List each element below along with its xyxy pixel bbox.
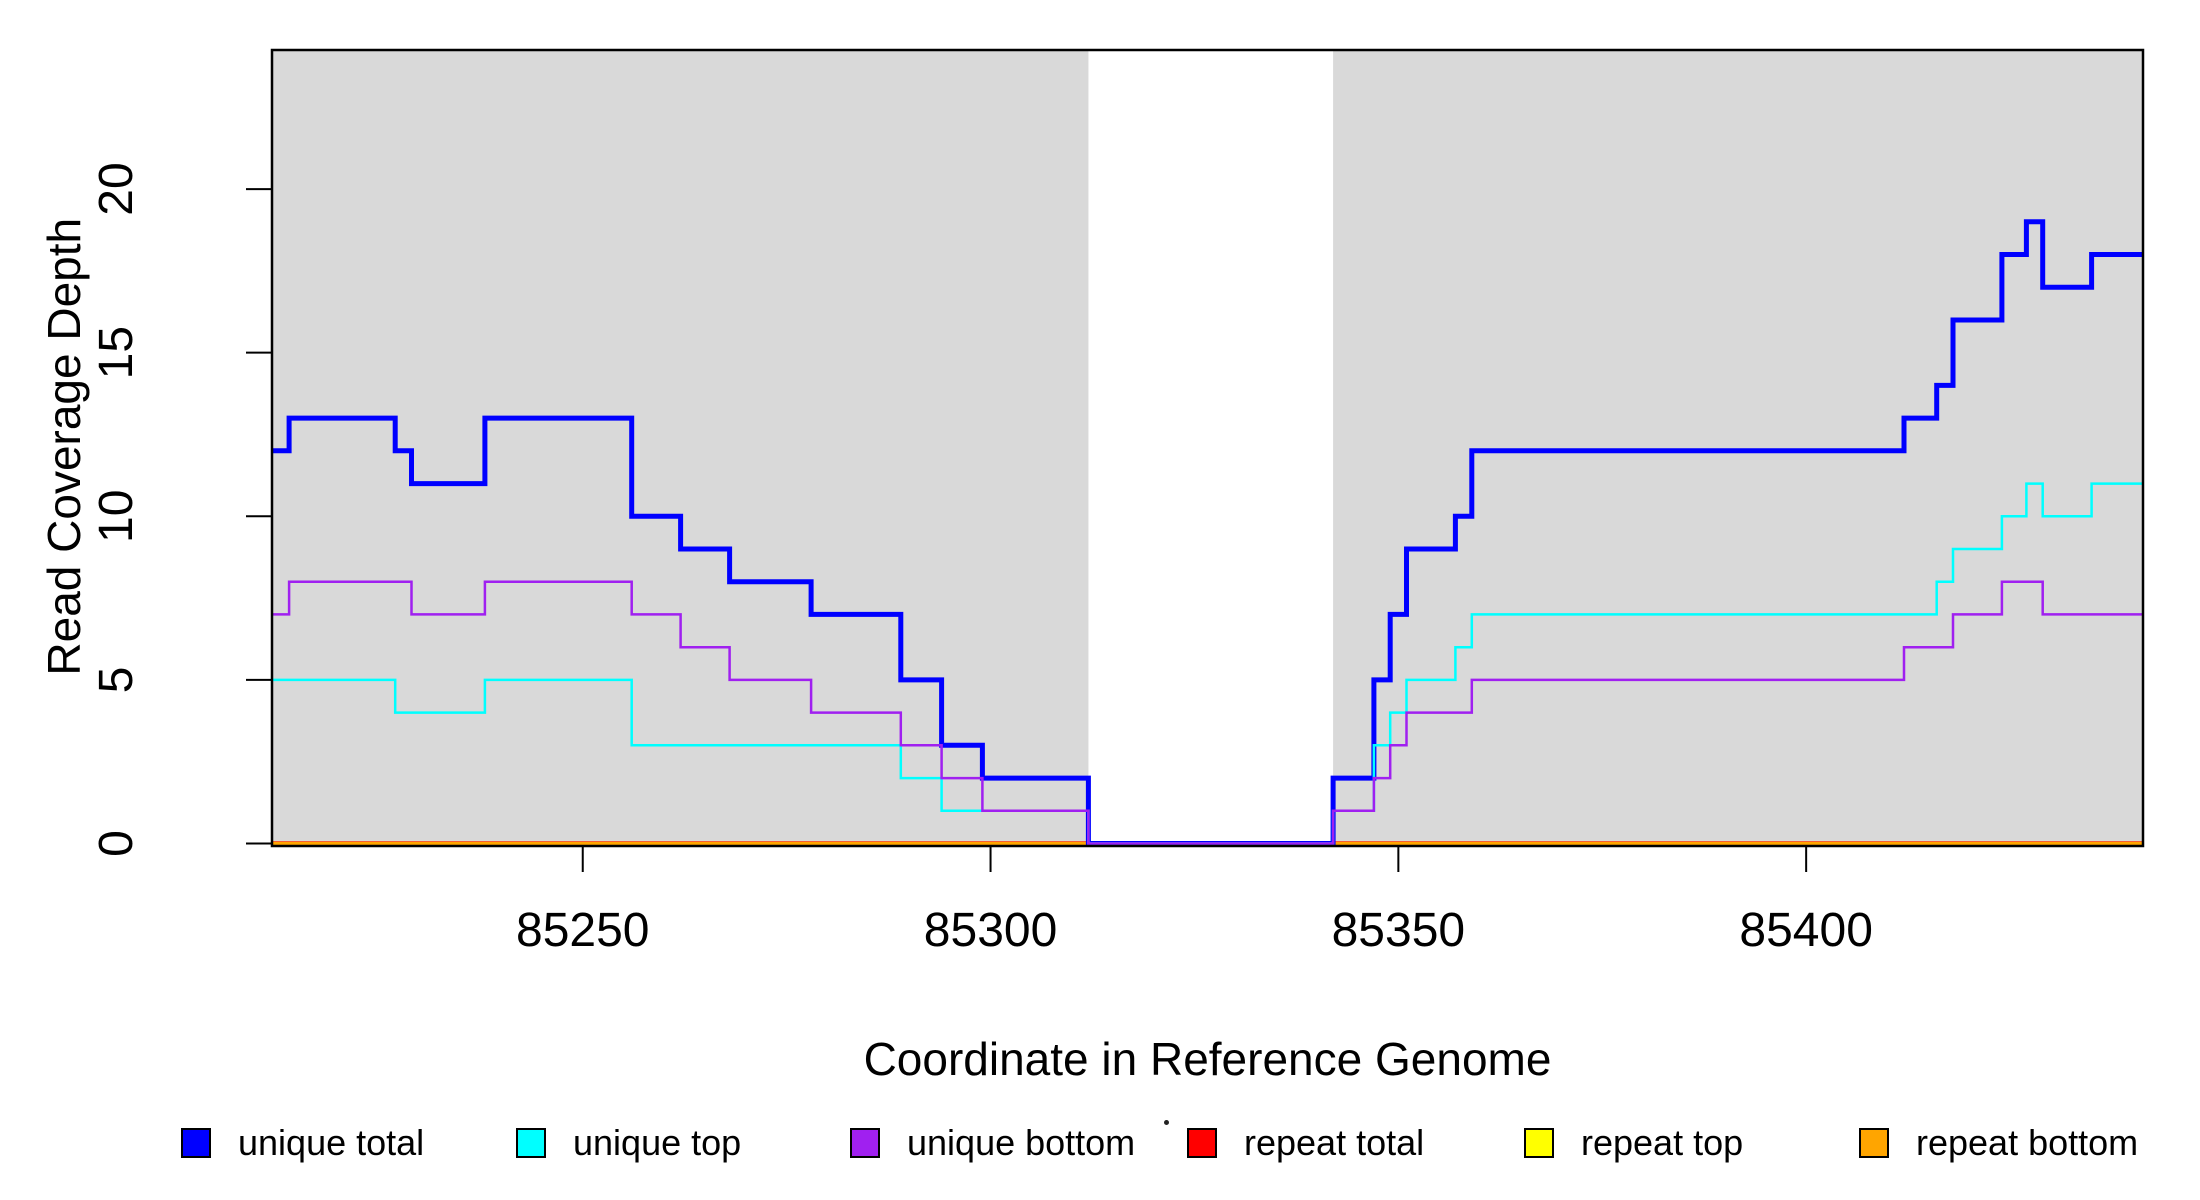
unique-bottom-swatch <box>850 1128 880 1158</box>
series-line-unique-top <box>272 482 2143 845</box>
x-axis-title: Coordinate in Reference Genome <box>864 1033 1552 1085</box>
legend-item-unique-top: unique top <box>516 1122 742 1163</box>
legend-item-unique-bottom: unique bottom <box>850 1122 1136 1163</box>
x-tick-label: 85300 <box>924 904 1057 957</box>
legend-label: repeat top <box>1581 1122 1744 1163</box>
legend-item-repeat-bottom: repeat bottom <box>1859 1122 2139 1163</box>
y-tick-label: 10 <box>90 490 143 543</box>
x-tick-label: 85400 <box>1739 904 1872 957</box>
repeat-total-swatch <box>1187 1128 1217 1158</box>
y-axis-title: Read Coverage Depth <box>38 218 90 676</box>
legend-item-repeat-top: repeat top <box>1524 1122 1744 1163</box>
x-tick-label: 85250 <box>516 904 649 957</box>
legend-label: unique bottom <box>907 1122 1136 1163</box>
y-tick-label: 0 <box>90 830 143 857</box>
x-tick-label: 85350 <box>1332 904 1465 957</box>
legend-label: unique top <box>573 1122 742 1163</box>
legend-label: unique total <box>238 1122 425 1163</box>
unique-total-swatch <box>181 1128 211 1158</box>
repeat-top-swatch <box>1524 1128 1554 1158</box>
repeat-bottom-swatch <box>1859 1128 1889 1158</box>
legend-label: repeat bottom <box>1916 1122 2139 1163</box>
y-tick-label: 20 <box>90 162 143 215</box>
y-tick-label: 5 <box>90 667 143 694</box>
legend-item-unique-total: unique total <box>181 1122 425 1163</box>
stray-dot-artifact <box>1164 1120 1169 1125</box>
series-line-unique-bottom <box>272 580 2143 845</box>
legend-item-repeat-total: repeat total <box>1187 1122 1425 1163</box>
plot-border <box>270 48 2145 848</box>
unique-top-swatch <box>516 1128 546 1158</box>
coverage-region-band <box>1333 50 2143 846</box>
legend-label: repeat total <box>1244 1122 1425 1163</box>
y-tick-label: 15 <box>90 326 143 379</box>
